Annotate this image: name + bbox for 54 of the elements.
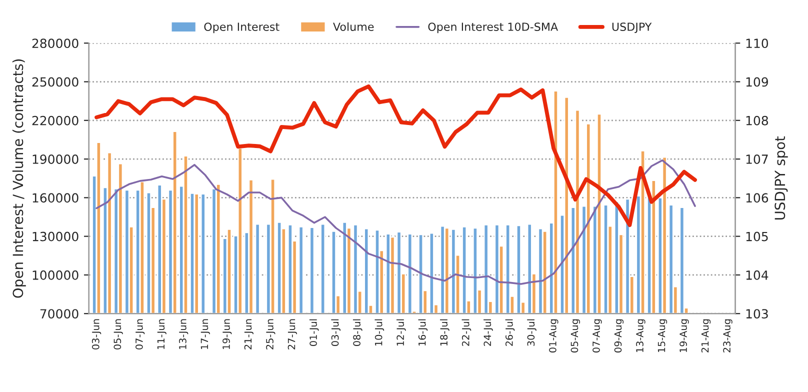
y2-tick-label: 109: [746, 77, 768, 87]
y-tick-label: 130000: [32, 232, 78, 242]
x-tick-label: 07-Aug: [592, 319, 602, 352]
x-tick-label: 09-Aug: [614, 319, 624, 352]
x-tick-label: 21-Aug: [701, 319, 711, 352]
x-tick-label: 11-Jun: [157, 319, 166, 350]
y2-tick-label: 106: [746, 193, 768, 203]
x-tick-label: 13-Jun: [179, 319, 188, 350]
x-tick-label: 03-Jun: [92, 319, 102, 350]
x-tick-label: 05-Aug: [570, 319, 580, 352]
y2-tick-label: 103: [746, 309, 768, 319]
y-tick-label: 100000: [32, 270, 78, 280]
x-tick-label: 24-Jul: [484, 319, 493, 346]
legend-label: Volume: [333, 22, 374, 31]
y2-tick-label: 107: [746, 154, 768, 164]
line-series: [94, 84, 697, 228]
x-tick-label: 21-Jun: [244, 319, 254, 350]
x-tick-label: 03-Jul: [331, 319, 341, 346]
x-tick-label: 23-Aug: [723, 319, 732, 352]
y-tick-label: 190000: [32, 154, 78, 164]
y-tick-label: 250000: [32, 77, 78, 87]
legend-label: Open Interest: [204, 22, 280, 34]
x-tick-label: 10-Jul: [374, 319, 384, 346]
x-tick-label: 08-Jul: [352, 319, 362, 346]
y-tick-label: 220000: [32, 116, 78, 126]
x-tick-label: 18-Jul: [440, 319, 450, 346]
y-tick-label: 70000: [40, 309, 78, 319]
x-tick-label: 01-Jul: [309, 319, 319, 346]
x-tick-label: 12-Jul: [396, 319, 406, 346]
y-tick-label: 160000: [32, 193, 78, 203]
x-tick-label: 25-Jun: [266, 319, 276, 350]
x-tick-label: 22-Jul: [462, 319, 472, 346]
x-tick-label: 15-Aug: [658, 319, 668, 352]
y2-axis-title: USDJPY spot: [774, 136, 788, 220]
x-tick-label: 17-Jun: [200, 319, 210, 350]
x-tick-label: 19-Jun: [222, 319, 232, 350]
x-tick-label: 13-Aug: [636, 319, 646, 352]
x-tick-label: 19-Aug: [680, 319, 689, 352]
y2-tick-label: 104: [746, 270, 768, 280]
y-tick-label: 280000: [32, 38, 78, 48]
x-tick-label: 01-Aug: [549, 319, 558, 352]
legend-label: Open Interest 10D-SMA: [428, 22, 558, 34]
y2-tick-label: 108: [746, 116, 768, 126]
y2-tick-label: 110: [746, 38, 768, 48]
y2-tick-label: 105: [746, 232, 768, 242]
x-tick-label: 07-Jun: [135, 319, 145, 350]
legend-label: USDJPY: [612, 22, 652, 34]
y-axis-title: Open Interest / Volume (contracts): [12, 59, 26, 298]
line-series: [96, 159, 696, 285]
x-tick-label: 05-Jun: [114, 319, 123, 350]
x-tick-label: 16-Jul: [418, 319, 428, 346]
x-tick-label: 30-Jul: [527, 319, 536, 346]
x-tick-label: 27-Jun: [288, 319, 298, 350]
x-tick-label: 26-Jul: [505, 319, 515, 346]
